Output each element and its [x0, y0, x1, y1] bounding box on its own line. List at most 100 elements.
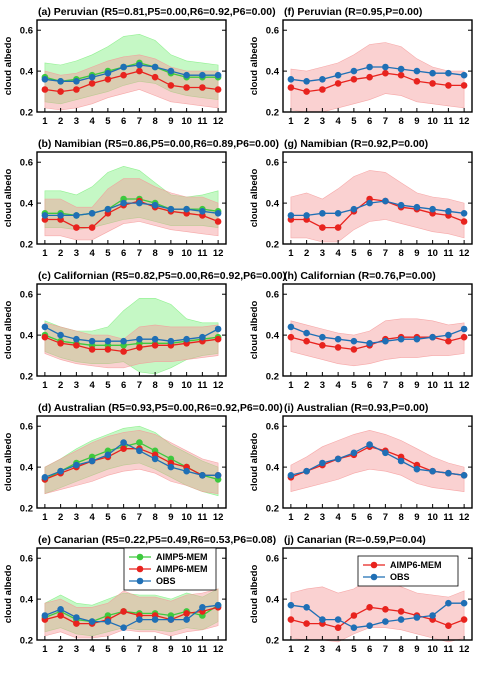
x-tick-label: 1: [42, 116, 48, 127]
point-obs: [57, 212, 64, 219]
point-obs: [57, 467, 64, 475]
point-aimp6-mem: [413, 78, 421, 85]
point-obs: [334, 71, 342, 79]
point-obs: [120, 439, 127, 446]
x-tick-label: 11: [443, 644, 454, 655]
point-obs: [73, 78, 80, 85]
point-obs: [319, 333, 326, 341]
x-tick-label: 11: [443, 116, 454, 127]
x-tick-label: 8: [398, 644, 403, 655]
point-obs: [214, 71, 222, 79]
band-aimp6-mem: [44, 429, 219, 495]
point-aimp6-mem: [429, 80, 436, 87]
point-obs: [183, 467, 190, 475]
point-obs: [287, 212, 295, 219]
point-obs: [136, 616, 143, 623]
point-aimp6-mem: [120, 608, 127, 615]
point-aimp6-mem: [445, 82, 452, 89]
y-tick-label: 0.4: [20, 199, 34, 210]
point-aimp6-mem: [88, 80, 96, 87]
x-tick-label: 5: [105, 116, 111, 127]
plot-frame: [282, 151, 473, 245]
y-tick-label: 0.4: [266, 463, 280, 474]
x-tick-label: 7: [137, 380, 142, 391]
x-tick-label: 9: [168, 380, 173, 391]
band-aimp5-mem: [44, 425, 219, 497]
plot-frame: [282, 415, 473, 509]
point-obs: [199, 71, 206, 79]
legend-box: [357, 555, 459, 587]
panel-title: (c) Californian (R5=0.82,P5=0.00,R6=0.92…: [38, 270, 286, 282]
point-aimp6-mem: [366, 73, 373, 81]
x-tick-label: 6: [121, 644, 126, 655]
point-obs: [460, 472, 468, 479]
y-tick-label: 0.2: [20, 504, 33, 515]
plot-frame: [282, 283, 473, 377]
point-aimp6-mem: [214, 86, 222, 93]
x-tick-label: 6: [367, 248, 372, 259]
point-aimp6-mem: [287, 84, 295, 91]
point-obs: [41, 76, 49, 83]
x-tick-label: 6: [121, 380, 126, 391]
x-tick-label: 10: [427, 116, 438, 127]
x-tick-label: 11: [197, 512, 208, 523]
point-obs: [460, 71, 468, 79]
point-obs: [73, 461, 80, 469]
panel-f: (f) Peruvian (R=0.95,P=0.00) cloud albedo…: [249, 6, 473, 127]
x-tick-label: 11: [197, 380, 208, 391]
point-aimp6-mem: [41, 333, 49, 341]
x-tick-label: 5: [105, 380, 111, 391]
x-tick-label: 6: [367, 644, 372, 655]
x-tick-label: 1: [42, 644, 48, 655]
point-obs: [199, 333, 206, 341]
panel-h: (h) Californian (R=0.76,P=0.00) cloud alb…: [249, 270, 473, 391]
point-obs: [104, 337, 112, 345]
y-tick-label: 0.4: [266, 199, 280, 210]
y-tick-label: 0.6: [266, 422, 279, 433]
x-tick-label: 2: [304, 380, 309, 391]
band-aimp6-mem: [44, 54, 219, 111]
x-tick-label: 1: [42, 512, 48, 523]
point-aimp6-mem: [167, 82, 175, 89]
y-tick-label: 0.6: [20, 422, 33, 433]
x-tick-label: 1: [288, 644, 294, 655]
point-obs: [151, 201, 159, 209]
point-obs: [413, 465, 421, 473]
point-aimp6-mem: [397, 71, 405, 79]
point-obs: [199, 604, 206, 611]
point-obs: [460, 325, 468, 333]
x-tick-label: 10: [427, 512, 438, 523]
band-aimp6-mem: [290, 170, 465, 243]
point-obs: [120, 63, 127, 71]
point-aimp6-mem: [460, 218, 468, 225]
x-tick-label: 10: [181, 380, 192, 391]
x-tick-label: 3: [74, 512, 79, 523]
y-tick-label: 0.4: [20, 463, 34, 474]
point-aimp6-mem: [460, 82, 468, 89]
legend-marker: [136, 565, 144, 573]
point-obs: [350, 67, 358, 75]
x-tick-label: 8: [152, 380, 157, 391]
x-tick-label: 1: [288, 380, 294, 391]
x-tick-label: 11: [197, 248, 208, 259]
x-tick-label: 10: [427, 644, 438, 655]
point-obs: [287, 76, 295, 83]
y-tick-label: 0.6: [266, 554, 279, 565]
x-tick-label: 8: [152, 512, 157, 523]
point-obs: [350, 205, 358, 213]
y-axis-label: cloud albedo: [249, 37, 260, 96]
point-aimp6-mem: [350, 612, 358, 619]
point-aimp6-mem: [319, 224, 326, 231]
point-obs: [303, 604, 310, 611]
point-obs: [104, 69, 112, 77]
point-aimp6-mem: [460, 333, 468, 341]
x-tick-label: 9: [168, 248, 173, 259]
x-tick-label: 12: [213, 512, 224, 523]
point-aimp6-mem: [57, 88, 64, 95]
point-obs: [429, 612, 436, 619]
point-obs: [88, 73, 96, 81]
point-aimp6-mem: [303, 337, 310, 345]
legend-marker: [136, 577, 144, 585]
x-tick-label: 5: [351, 248, 357, 259]
y-tick-label: 0.6: [266, 26, 279, 37]
